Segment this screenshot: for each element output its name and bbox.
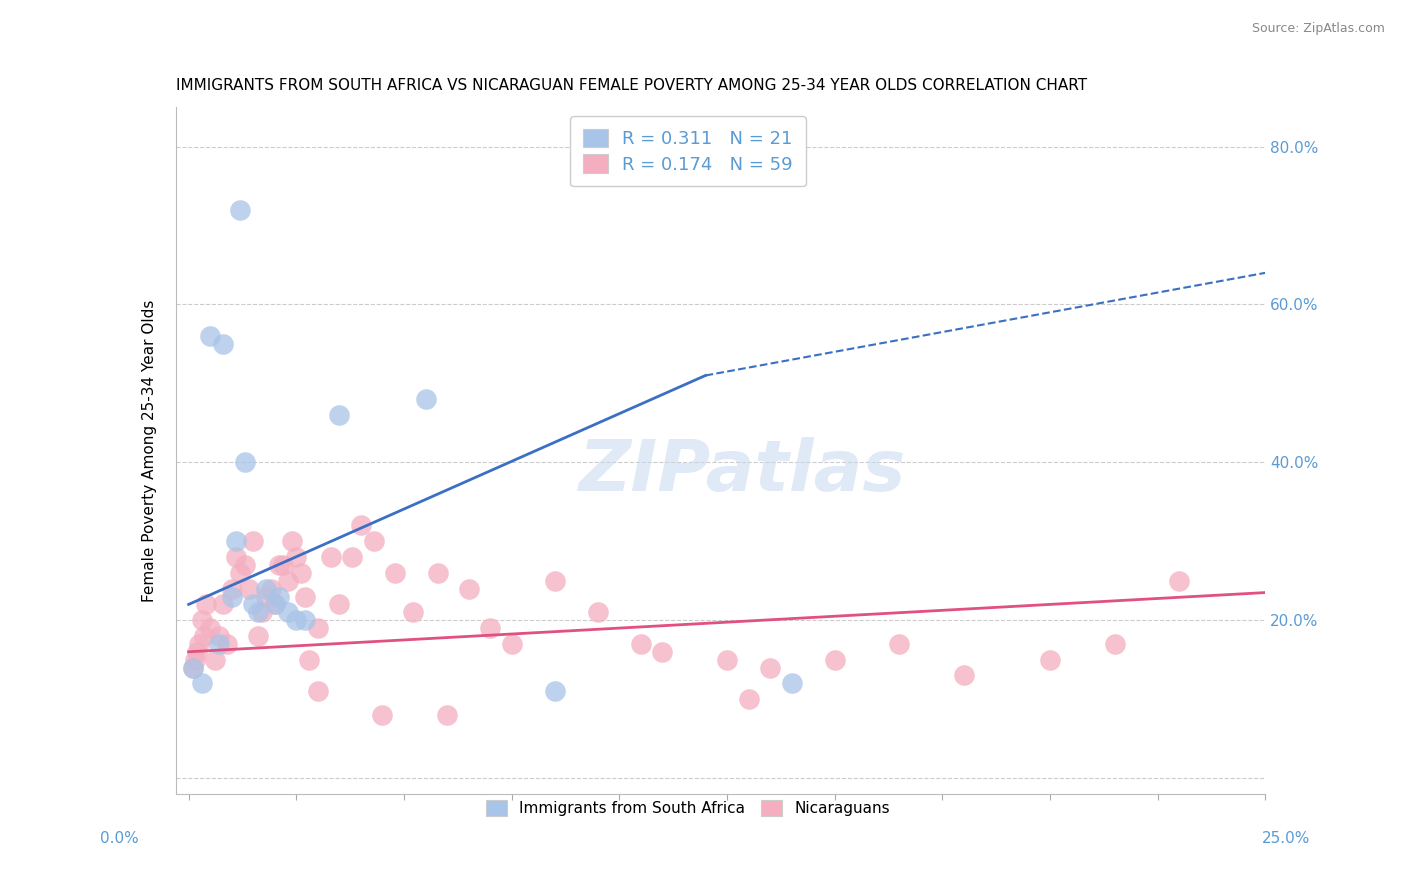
Legend: Immigrants from South Africa, Nicaraguans: Immigrants from South Africa, Nicaraguan… (478, 793, 897, 824)
Text: IMMIGRANTS FROM SOUTH AFRICA VS NICARAGUAN FEMALE POVERTY AMONG 25-34 YEAR OLDS : IMMIGRANTS FROM SOUTH AFRICA VS NICARAGU… (176, 78, 1087, 94)
Point (229, 202, 252, 217)
Point (889, 637, 911, 651)
Point (208, 637, 231, 651)
Point (212, 337, 235, 351)
Point (190, 676, 212, 690)
Point (953, 668, 976, 682)
Point (716, 653, 738, 667)
Point (1039, 653, 1062, 667)
Point (193, 629, 215, 643)
Point (384, 566, 406, 580)
Point (586, 605, 609, 619)
Point (294, 613, 316, 627)
Point (212, 598, 235, 612)
Point (221, 582, 243, 596)
Point (233, 455, 256, 469)
Point (401, 605, 423, 619)
Point (233, 558, 256, 572)
Point (194, 598, 217, 612)
Point (328, 598, 350, 612)
Point (436, 707, 458, 722)
Point (238, 582, 260, 596)
Point (263, 598, 285, 612)
Point (225, 549, 247, 564)
Point (1168, 574, 1191, 588)
Text: 0.0%: 0.0% (100, 831, 139, 846)
Point (204, 653, 226, 667)
Point (307, 684, 329, 698)
Point (277, 605, 299, 619)
Point (200, 621, 222, 635)
Point (350, 518, 373, 533)
Point (188, 637, 211, 651)
Point (630, 637, 652, 651)
Point (544, 684, 567, 698)
Point (273, 558, 295, 572)
Point (269, 590, 291, 604)
Point (190, 613, 212, 627)
Point (277, 574, 299, 588)
Point (281, 534, 304, 549)
Point (269, 558, 291, 572)
Point (737, 692, 759, 706)
Point (427, 566, 450, 580)
Point (242, 534, 264, 549)
Point (824, 653, 846, 667)
Point (285, 613, 308, 627)
Point (200, 329, 222, 343)
Point (242, 598, 264, 612)
Point (363, 534, 385, 549)
Point (1104, 637, 1126, 651)
Point (250, 605, 273, 619)
Point (457, 582, 479, 596)
Point (181, 660, 204, 674)
Point (285, 549, 308, 564)
Y-axis label: Female Poverty Among 25-34 Year Olds: Female Poverty Among 25-34 Year Olds (142, 300, 157, 601)
Point (501, 637, 523, 651)
Text: ZIPatlas: ZIPatlas (579, 436, 905, 506)
Point (229, 566, 252, 580)
Point (319, 549, 342, 564)
Point (479, 621, 502, 635)
Point (651, 645, 673, 659)
Point (298, 653, 321, 667)
Point (217, 637, 239, 651)
Point (290, 566, 312, 580)
Point (544, 574, 567, 588)
Point (221, 590, 243, 604)
Point (225, 534, 247, 549)
Point (328, 408, 350, 422)
Point (254, 582, 277, 596)
Point (415, 392, 437, 406)
Point (294, 590, 316, 604)
Point (259, 582, 281, 596)
Point (371, 707, 394, 722)
Point (184, 653, 207, 667)
Point (263, 598, 285, 612)
Point (780, 676, 803, 690)
Point (246, 629, 269, 643)
Point (246, 605, 269, 619)
Text: Source: ZipAtlas.com: Source: ZipAtlas.com (1251, 22, 1385, 36)
Point (254, 590, 277, 604)
Point (307, 621, 329, 635)
Point (208, 629, 231, 643)
Text: 25.0%: 25.0% (1263, 831, 1310, 846)
Point (181, 660, 204, 674)
Point (759, 660, 782, 674)
Point (186, 645, 208, 659)
Point (342, 549, 364, 564)
